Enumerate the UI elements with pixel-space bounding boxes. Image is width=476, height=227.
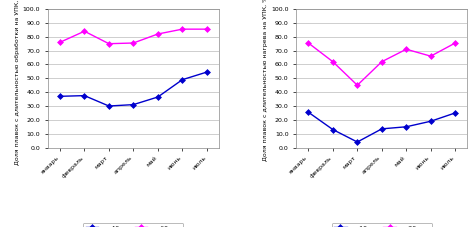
до 40мин xyxy=(179,78,185,81)
до 60мин xyxy=(179,28,185,30)
Line: до 10мин: до 10мин xyxy=(306,110,456,144)
до 60мин xyxy=(204,28,209,30)
до 10мин xyxy=(378,128,384,130)
до 20мин xyxy=(451,42,457,44)
до 20мин xyxy=(354,84,359,87)
до 40мин xyxy=(155,96,160,98)
до 20мин xyxy=(378,60,384,63)
до 20мин xyxy=(427,55,433,57)
до 20мин xyxy=(403,48,408,51)
Legend: до 40мин, до 60мин: до 40мин, до 60мин xyxy=(83,223,183,227)
Line: до 60мин: до 60мин xyxy=(58,27,208,46)
до 40мин xyxy=(81,94,87,97)
до 10мин xyxy=(427,120,433,123)
до 10мин xyxy=(354,141,359,143)
до 60мин xyxy=(106,42,111,45)
Y-axis label: Доля плавок с длительностью обработки на УПК, %: Доля плавок с длительностью обработки на… xyxy=(15,0,20,165)
Legend: до 10мин, до 20мин: до 10мин, до 20мин xyxy=(331,223,431,227)
до 60мин xyxy=(57,41,63,44)
до 10мин xyxy=(451,111,457,114)
до 40мин xyxy=(130,103,136,106)
до 20мин xyxy=(329,60,335,63)
до 40мин xyxy=(106,105,111,107)
до 60мин xyxy=(130,42,136,44)
до 60мин xyxy=(81,30,87,33)
до 60мин xyxy=(155,33,160,35)
до 40мин xyxy=(57,95,63,98)
до 10мин xyxy=(403,125,408,128)
до 10мин xyxy=(305,111,310,114)
до 20мин xyxy=(305,42,310,44)
до 10мин xyxy=(329,128,335,131)
Line: до 40мин: до 40мин xyxy=(58,70,208,108)
до 40мин xyxy=(204,71,209,74)
Line: до 20мин: до 20мин xyxy=(306,41,456,87)
Y-axis label: Доля плавок с длительностью нагрева на УПК, %: Доля плавок с длительностью нагрева на У… xyxy=(263,0,268,161)
